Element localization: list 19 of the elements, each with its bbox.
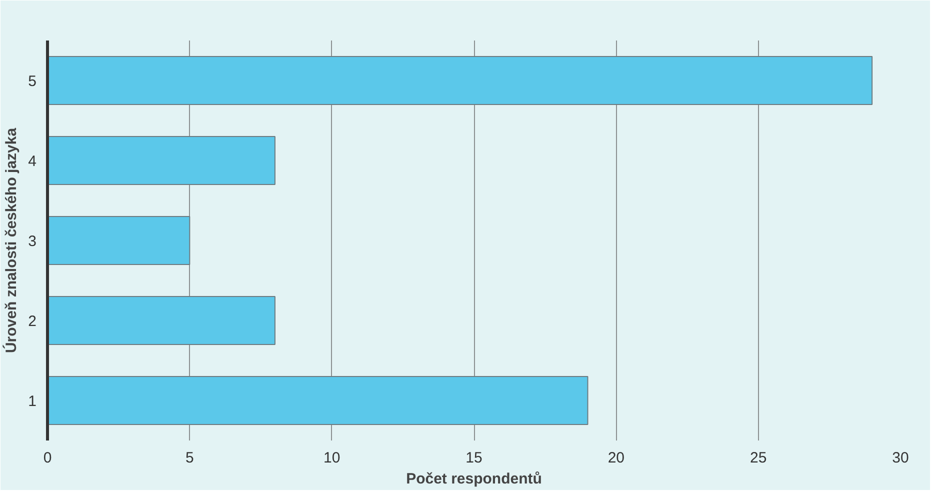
bar — [48, 216, 190, 265]
y-tick-label: 2 — [28, 313, 36, 330]
x-tick-label: 20 — [608, 450, 625, 466]
x-tick-label: 25 — [750, 450, 767, 466]
y-tick-label: 3 — [28, 233, 36, 250]
y-axis-title: Úroveň znalosti českého jazyka — [2, 127, 20, 354]
bar — [48, 376, 588, 425]
x-tick-label: 30 — [892, 450, 909, 466]
y-tick-label: 4 — [28, 153, 36, 170]
x-tick-label: 15 — [466, 450, 482, 466]
y-tick-label: 1 — [28, 393, 36, 410]
x-tick-label: 5 — [185, 450, 194, 466]
bar — [48, 136, 276, 185]
x-tick-label: 10 — [323, 450, 340, 466]
bar — [48, 56, 873, 105]
bar — [48, 296, 276, 345]
y-tick-label: 5 — [28, 73, 36, 90]
x-axis-title: Počet respondentů — [406, 470, 542, 488]
x-tick-label: 0 — [43, 450, 52, 466]
